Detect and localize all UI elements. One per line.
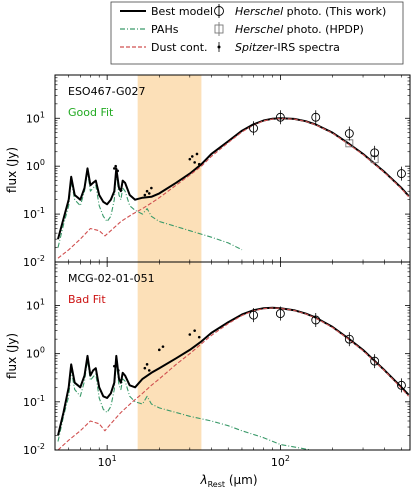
legend-swatch-herschel-hpdp xyxy=(214,22,224,36)
herschel-point xyxy=(344,334,354,344)
y-axis-label-bottom: flux (Jy) xyxy=(5,333,19,379)
herschel-point xyxy=(397,169,406,179)
herschel-point xyxy=(275,309,285,319)
spitzer-point xyxy=(147,369,151,372)
y-tick-label: 101 xyxy=(26,110,45,125)
spitzer-point xyxy=(115,359,118,363)
legend-label-herschel-this-work: Herschel photo. (This work) xyxy=(235,5,386,18)
y-tick-label: 10-2 xyxy=(23,254,45,269)
y-tick-label: 10-2 xyxy=(23,442,45,457)
x-tick-label-100: 102 xyxy=(271,454,290,469)
panel-frame xyxy=(54,74,411,263)
spitzer-point xyxy=(113,364,116,368)
herschel-point xyxy=(344,129,354,138)
series-dust-cont xyxy=(57,307,410,451)
fit-label: Good Fit xyxy=(68,106,114,119)
legend-label-spitzer: Spitzer-IRS spectra xyxy=(235,41,340,54)
series-pahs xyxy=(57,359,311,451)
spitzer-point xyxy=(114,164,117,168)
herschel-point xyxy=(370,356,380,366)
legend: Best model PAHs Dust cont. Herschel phot… xyxy=(110,1,404,65)
spitzer-point xyxy=(161,345,165,348)
x-tick-label-10: 101 xyxy=(98,454,117,469)
herschel-point xyxy=(249,123,259,133)
y-tick-label: 101 xyxy=(26,297,45,312)
spitzer-point xyxy=(145,363,149,366)
herschel-point xyxy=(397,380,406,390)
highlight-band xyxy=(137,262,202,450)
spitzer-point xyxy=(147,192,151,195)
y-tick-label: 10-1 xyxy=(23,206,45,221)
y-tick-label: 10-1 xyxy=(23,394,45,409)
legend-label-herschel-hpdp: Herschel photo. (HPDP) xyxy=(235,23,364,36)
legend-swatch-spitzer xyxy=(217,42,221,52)
fit-label: Bad Fit xyxy=(68,293,106,306)
spitzer-point xyxy=(195,152,199,156)
legend-frame xyxy=(110,1,404,65)
spitzer-point xyxy=(193,161,196,164)
highlight-band xyxy=(137,75,202,262)
panel-title: MCG-02-01-051 xyxy=(68,272,155,285)
legend-label-best-model: Best model xyxy=(151,5,213,18)
x-axis-label: λRest (μm) xyxy=(199,473,257,489)
spitzer-point xyxy=(197,335,201,339)
panel-frame xyxy=(54,261,411,451)
spitzer-point xyxy=(143,193,147,197)
spitzer-point xyxy=(190,155,194,158)
herschel-point xyxy=(249,310,259,320)
legend-swatch-herschel-this-work xyxy=(214,4,224,18)
spitzer-point xyxy=(143,366,147,370)
panel-mcg-02-01-051: 10-2 10-1 100 101 MCG-02-01-051 Bad Fit xyxy=(23,261,411,457)
panel-title: ESO467-G027 xyxy=(68,85,145,98)
y-tick-label: 100 xyxy=(26,346,45,361)
spitzer-point xyxy=(188,157,192,161)
y-tick-label: 100 xyxy=(26,158,45,173)
legend-label-pahs: PAHs xyxy=(151,23,179,36)
legend-label-dust: Dust cont. xyxy=(151,41,208,54)
spitzer-point xyxy=(117,369,120,372)
spitzer-point xyxy=(188,333,192,336)
spitzer-point xyxy=(193,329,196,332)
herschel-point xyxy=(311,315,321,325)
herschel-point xyxy=(311,112,321,122)
herschel-point xyxy=(370,148,380,158)
spitzer-point xyxy=(157,348,161,352)
spitzer-point xyxy=(145,189,149,193)
spitzer-point xyxy=(197,162,201,166)
panel-eso467-g027: 10-2 10-1 100 101 ESO467-G027 Good Fit xyxy=(23,74,411,269)
herschel-point xyxy=(275,112,285,122)
spitzer-point xyxy=(150,186,153,190)
series-dust-cont xyxy=(57,117,410,259)
spitzer-point xyxy=(116,169,119,173)
y-axis-label-top: flux (Jy) xyxy=(5,147,19,193)
series-best-model xyxy=(57,306,410,436)
series-best-model xyxy=(57,117,410,240)
spitzer-point xyxy=(113,167,116,170)
